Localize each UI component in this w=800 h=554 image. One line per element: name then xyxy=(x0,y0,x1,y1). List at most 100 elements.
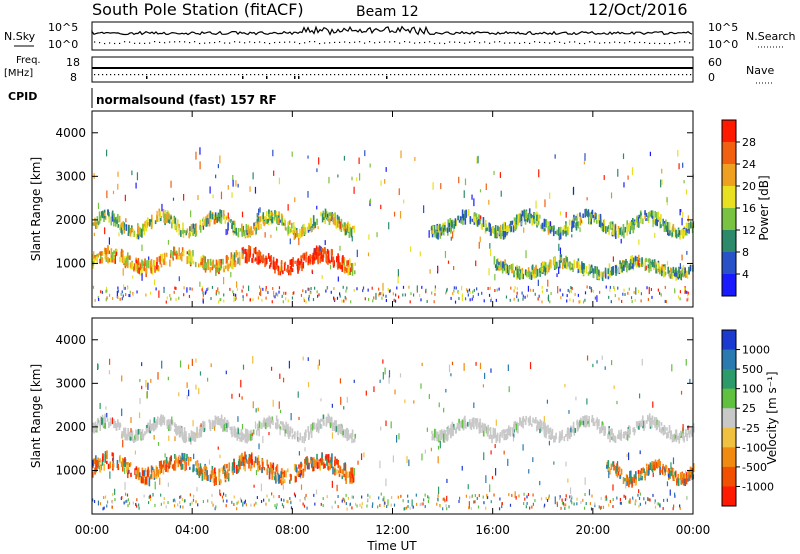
data-cell xyxy=(261,298,263,302)
data-cell xyxy=(489,243,491,249)
data-cell xyxy=(683,180,685,184)
data-cell xyxy=(536,217,539,225)
data-cell xyxy=(105,248,107,255)
data-cell xyxy=(671,232,673,237)
data-cell xyxy=(282,222,285,226)
data-cell xyxy=(586,398,588,405)
data-cell xyxy=(654,499,656,503)
colorbar-swatch xyxy=(722,230,736,253)
data-cell xyxy=(279,219,281,223)
nave-dot xyxy=(310,74,312,76)
data-cell xyxy=(92,222,95,226)
data-cell xyxy=(215,416,218,421)
data-cell xyxy=(391,496,393,500)
data-cell xyxy=(589,502,591,506)
data-cell xyxy=(128,463,131,468)
data-cell xyxy=(215,268,217,276)
data-cell xyxy=(225,228,227,236)
data-cell xyxy=(302,253,305,258)
colorbar-tick-label: 16 xyxy=(742,202,756,215)
data-cell xyxy=(631,300,633,304)
data-cell xyxy=(291,428,294,434)
data-cell xyxy=(357,460,359,465)
data-cell xyxy=(482,217,485,224)
data-cell xyxy=(579,264,581,273)
data-cell xyxy=(137,467,139,477)
data-cell xyxy=(409,506,411,510)
data-cell xyxy=(433,300,435,304)
data-cell xyxy=(105,250,107,260)
data-cell xyxy=(672,457,675,465)
data-cell xyxy=(220,191,223,200)
data-cell xyxy=(310,424,312,428)
data-cell xyxy=(234,252,236,261)
data-cell xyxy=(288,269,290,276)
nsearch-dot xyxy=(234,41,236,43)
nave-dot xyxy=(390,74,392,76)
data-cell xyxy=(466,288,468,292)
data-cell xyxy=(628,287,630,291)
data-cell xyxy=(134,450,137,455)
nsearch-dot xyxy=(189,42,191,44)
data-cell xyxy=(439,234,442,239)
x-tick-label: 00:00 xyxy=(676,523,711,537)
data-cell xyxy=(166,461,169,467)
data-cell xyxy=(679,297,681,301)
data-cell xyxy=(181,452,184,460)
data-cell xyxy=(503,429,505,436)
data-cell xyxy=(260,500,263,504)
data-cell xyxy=(271,216,274,224)
data-cell xyxy=(625,474,628,482)
data-cell xyxy=(600,505,602,509)
data-cell xyxy=(453,265,455,270)
data-cell xyxy=(362,286,365,290)
data-cell xyxy=(483,501,485,505)
data-cell xyxy=(145,379,147,388)
data-cell xyxy=(514,420,517,426)
data-cell xyxy=(519,213,521,222)
data-cell xyxy=(242,298,244,302)
data-cell xyxy=(198,432,200,438)
nave-dot xyxy=(554,74,556,76)
data-cell xyxy=(431,230,433,235)
data-cell xyxy=(220,479,222,484)
data-cell xyxy=(668,473,670,478)
nave-dot xyxy=(130,74,132,76)
data-cell xyxy=(339,466,342,474)
data-cell xyxy=(215,292,217,296)
data-cell xyxy=(547,221,549,227)
data-cell xyxy=(682,424,684,431)
data-cell xyxy=(520,220,523,226)
data-cell xyxy=(645,257,647,262)
data-cell xyxy=(270,463,272,473)
data-cell xyxy=(610,463,613,470)
data-cell xyxy=(128,469,130,474)
data-cell xyxy=(585,265,588,274)
data-cell xyxy=(438,402,440,408)
data-cell xyxy=(439,440,441,449)
data-cell xyxy=(676,273,679,278)
data-cell xyxy=(608,470,610,479)
data-cell xyxy=(271,300,273,304)
data-cell xyxy=(296,265,299,270)
nave-dot xyxy=(382,74,384,76)
data-cell xyxy=(468,501,470,509)
data-cell xyxy=(336,261,339,268)
data-cell xyxy=(174,217,177,225)
data-cell xyxy=(112,215,114,222)
data-cell xyxy=(113,250,115,254)
data-cell xyxy=(600,424,603,433)
data-cell xyxy=(209,420,211,425)
data-cell xyxy=(633,476,636,483)
data-cell xyxy=(247,225,249,234)
data-cell xyxy=(388,370,391,378)
data-cell xyxy=(199,371,202,376)
data-cell xyxy=(525,271,528,277)
data-cell xyxy=(206,377,209,382)
data-cell xyxy=(434,288,436,292)
data-cell xyxy=(224,426,227,432)
data-cell xyxy=(592,274,595,279)
data-cell xyxy=(579,212,581,217)
data-cell xyxy=(253,222,255,229)
data-cell xyxy=(472,290,474,294)
